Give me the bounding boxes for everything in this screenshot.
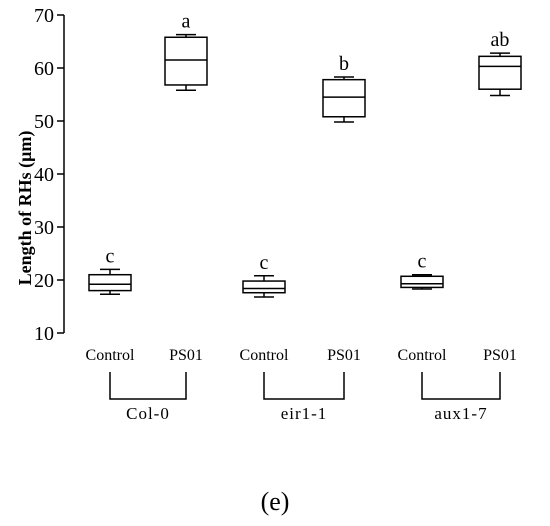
x-category-label: Control <box>398 347 447 364</box>
group-bracket-line <box>421 372 501 400</box>
interquartile-box <box>478 55 522 90</box>
x-category-label: PS01 <box>327 347 361 364</box>
y-axis-title: Length of RHs (μm) <box>15 131 36 286</box>
significance-letter: ab <box>491 29 510 51</box>
x-category-label: PS01 <box>169 347 203 364</box>
interquartile-box <box>88 273 132 292</box>
y-tick-label: 10 <box>34 323 54 345</box>
panel-label: (e) <box>261 487 290 516</box>
significance-letter: b <box>339 53 349 75</box>
box-aux1-7-control: c <box>400 251 444 290</box>
x-category-label: Control <box>240 347 289 364</box>
group-bracket-line <box>109 372 187 400</box>
significance-letter: c <box>418 251 427 273</box>
significance-letter: c <box>260 252 269 274</box>
y-tick-label: 30 <box>34 217 54 239</box>
group-label: aux1-7 <box>434 404 487 423</box>
x-category-label: Control <box>86 347 135 364</box>
group-bracket-eir1-1: eir1-1 <box>263 372 345 423</box>
y-tick-label: 20 <box>34 270 54 292</box>
y-tick-label: 60 <box>34 58 54 80</box>
significance-letter: c <box>106 245 115 267</box>
interquartile-box <box>242 280 286 294</box>
group-bracket-aux1-7: aux1-7 <box>421 372 501 423</box>
interquartile-box <box>400 275 444 289</box>
x-axis: Control PS01 Control PS01 Control PS01 Col-0 ei… <box>86 347 517 423</box>
group-bracket-col-0: Col-0 <box>109 372 187 423</box>
y-tick-label: 50 <box>34 111 54 133</box>
y-tick-label: 40 <box>34 164 54 186</box>
y-tick-label: 70 <box>34 5 54 27</box>
box-col-0-ps01: a <box>164 11 208 92</box>
significance-letter: a <box>182 11 191 33</box>
y-axis: 10 20 30 40 50 60 70 <box>34 5 65 345</box>
box-eir1-1-control: c <box>242 252 286 298</box>
box-series: c a c b c ab <box>88 11 522 298</box>
group-label: Col-0 <box>126 404 170 423</box>
box-aux1-7-ps01: ab <box>478 29 522 97</box>
interquartile-box <box>322 78 366 118</box>
group-label: eir1-1 <box>281 404 328 423</box>
box-eir1-1-ps01: b <box>322 53 366 123</box>
interquartile-box <box>164 36 208 86</box>
box-col-0-control: c <box>88 245 132 296</box>
x-category-label: PS01 <box>483 347 517 364</box>
group-bracket-line <box>263 372 345 400</box>
